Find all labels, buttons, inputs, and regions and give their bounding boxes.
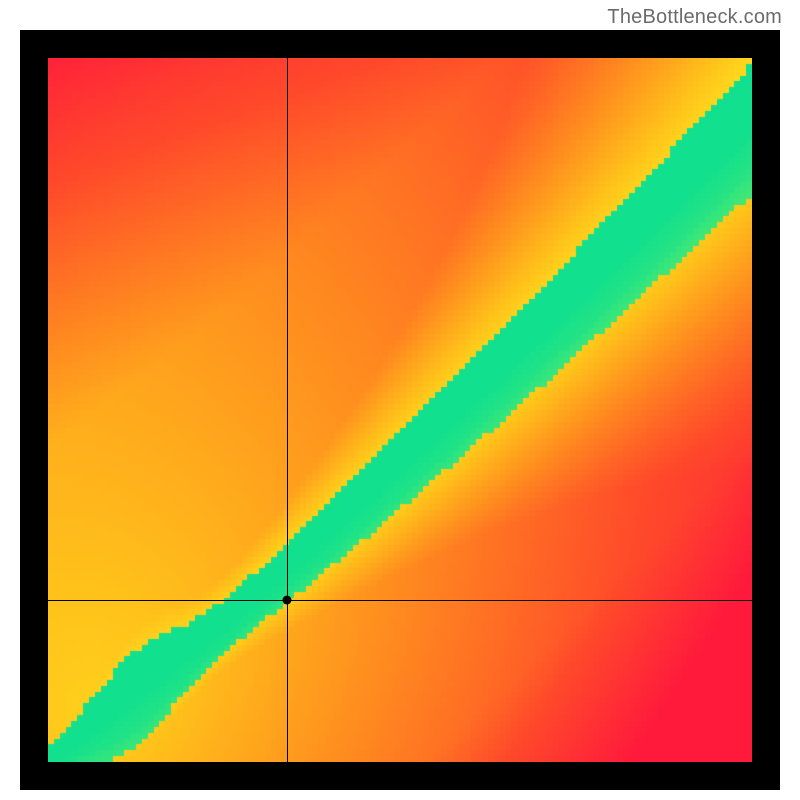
heatmap-canvas <box>48 58 752 762</box>
plot-frame <box>20 30 780 790</box>
crosshair-horizontal <box>48 600 752 601</box>
crosshair-vertical <box>287 58 288 762</box>
plot-area <box>48 58 752 762</box>
watermark-text: TheBottleneck.com <box>607 6 782 29</box>
chart-container: TheBottleneck.com <box>0 0 800 800</box>
crosshair-marker <box>283 596 292 605</box>
